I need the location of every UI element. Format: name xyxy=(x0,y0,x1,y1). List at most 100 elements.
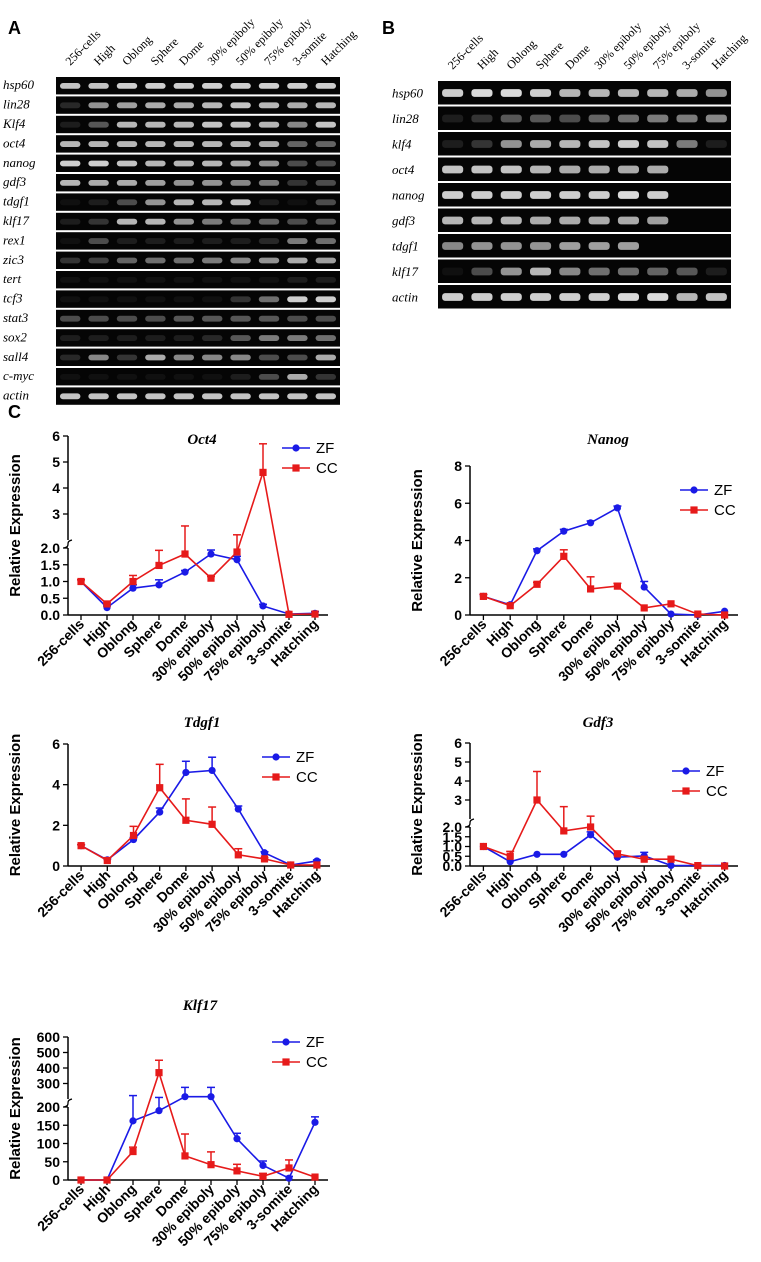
band-klf4-high xyxy=(88,121,109,128)
band-sall4-50-epiboly xyxy=(230,354,251,361)
gene-label-oct4: oct4 xyxy=(3,135,26,150)
data-point-cc xyxy=(287,861,295,869)
band-nanog-256-cells xyxy=(59,160,81,167)
y-tick-label: 200 xyxy=(37,1099,61,1115)
band-lin28-50-epiboly xyxy=(230,102,251,109)
band-klf4-30-epiboly xyxy=(588,140,610,148)
band-klf17-oblong xyxy=(116,218,138,225)
band-oct4-dome xyxy=(559,165,581,174)
y-tick-label: 3 xyxy=(52,506,60,522)
y-tick-label: 1.5 xyxy=(443,829,463,845)
data-point-cc xyxy=(77,1176,85,1184)
data-point-zf xyxy=(587,519,595,527)
y-axis-label: Relative Expression xyxy=(409,469,426,612)
data-point-cc xyxy=(207,1161,215,1169)
band-c-myc-50-epiboly xyxy=(230,373,251,380)
data-point-cc xyxy=(587,585,595,593)
band-tcf3-3-somite xyxy=(287,296,308,303)
x-tick-label-256-cells: 256-cells xyxy=(436,616,489,669)
gene-label-actin: actin xyxy=(3,388,29,403)
band-lin28-oblong xyxy=(116,102,138,109)
y-tick-label: 0.5 xyxy=(41,590,61,606)
band-actin-hatching xyxy=(705,293,727,301)
band-gdf3-high xyxy=(471,216,493,225)
y-tick-label: 100 xyxy=(37,1136,61,1152)
gel-strip-gdf3 xyxy=(56,174,340,192)
band-hsp60-50-epiboly xyxy=(617,89,639,97)
band-hsp60-256-cells xyxy=(442,89,464,97)
band-nanog-30-epiboly xyxy=(588,191,610,199)
gene-label-nanog: nanog xyxy=(3,155,36,170)
band-klf4-50-epiboly xyxy=(617,140,639,148)
gene-label-tdgf1: tdgf1 xyxy=(392,238,419,253)
data-point-zf xyxy=(207,1093,215,1101)
legend-marker-cc xyxy=(690,506,698,514)
data-point-zf xyxy=(613,504,622,512)
x-tick-label-256-cells: 256-cells xyxy=(34,616,87,669)
band-oct4-oblong xyxy=(116,141,138,148)
gel-strip-nanog xyxy=(56,154,340,172)
gene-label-gdf3: gdf3 xyxy=(3,174,27,189)
legend-marker-cc xyxy=(282,1058,290,1066)
band-nanog-30-epiboly xyxy=(201,160,223,167)
band-zic3-hatching xyxy=(315,257,337,264)
data-point-zf xyxy=(560,527,568,535)
data-point-cc xyxy=(694,862,702,870)
band-klf4-hatching xyxy=(705,140,727,148)
band-tdgf1-75-epiboly xyxy=(258,199,280,206)
y-tick-label: 4 xyxy=(52,480,60,496)
band-oct4-75-epiboly xyxy=(258,141,280,148)
band-lin28-high xyxy=(471,114,493,123)
band-actin-sphere xyxy=(145,393,166,400)
band-lin28-high xyxy=(88,102,109,109)
gene-label-tert: tert xyxy=(3,271,21,286)
gene-label-sox2: sox2 xyxy=(3,329,27,344)
band-tdgf1-50-epiboly xyxy=(230,199,251,206)
legend-label-zf: ZF xyxy=(714,482,732,499)
legend-label-zf: ZF xyxy=(706,763,724,780)
band-klf17-75-epiboly xyxy=(258,218,280,225)
band-oct4-30-epiboly xyxy=(201,141,223,148)
data-point-cc xyxy=(640,604,648,612)
data-point-cc xyxy=(181,1152,189,1160)
legend-marker-zf xyxy=(282,1038,290,1046)
data-point-cc xyxy=(533,796,541,804)
band-rex1-oblong xyxy=(116,238,138,245)
lane-label-oblong: Oblong xyxy=(503,37,538,72)
legend-label-zf: ZF xyxy=(296,749,314,766)
data-point-zf xyxy=(560,850,568,858)
y-tick-label: 1.0 xyxy=(443,839,463,855)
y-tick-label: 1.0 xyxy=(41,574,61,590)
band-sall4-dome xyxy=(173,354,195,361)
gel-strip-klf17 xyxy=(56,212,340,231)
gene-label-hsp60: hsp60 xyxy=(3,77,35,92)
band-tdgf1-sphere xyxy=(145,199,166,206)
data-point-cc xyxy=(208,820,216,828)
band-klf17-dome xyxy=(173,218,195,225)
band-klf4-hatching xyxy=(315,121,337,128)
chart-oct4: 0.00.51.01.52.03456256-cellsHighOblongSp… xyxy=(7,428,338,684)
data-point-cc xyxy=(103,856,111,865)
y-tick-label: 2 xyxy=(454,570,462,586)
band-hsp60-75-epiboly xyxy=(258,82,280,89)
band-klf4-dome xyxy=(173,121,195,128)
data-point-zf xyxy=(207,550,215,558)
band-sall4-3-somite xyxy=(287,354,308,361)
x-tick-label-256-cells: 256-cells xyxy=(34,867,87,920)
data-point-cc xyxy=(129,1147,137,1156)
gene-label-actin: actin xyxy=(392,289,418,304)
band-klf17-30-epiboly xyxy=(201,218,223,225)
gene-label-lin28: lin28 xyxy=(3,97,30,112)
band-tdgf1-256-cells xyxy=(59,199,81,206)
data-point-zf xyxy=(533,850,541,858)
band-hsp60-75-epiboly xyxy=(647,89,669,97)
band-sox2-30-epiboly xyxy=(201,335,223,342)
band-lin28-3-somite xyxy=(676,114,698,123)
y-tick-label: 2 xyxy=(52,817,60,833)
band-sox2-256-cells xyxy=(59,335,81,342)
gene-label-sall4: sall4 xyxy=(3,349,29,364)
data-point-zf xyxy=(182,768,190,777)
band-tdgf1-hatching xyxy=(315,199,337,206)
